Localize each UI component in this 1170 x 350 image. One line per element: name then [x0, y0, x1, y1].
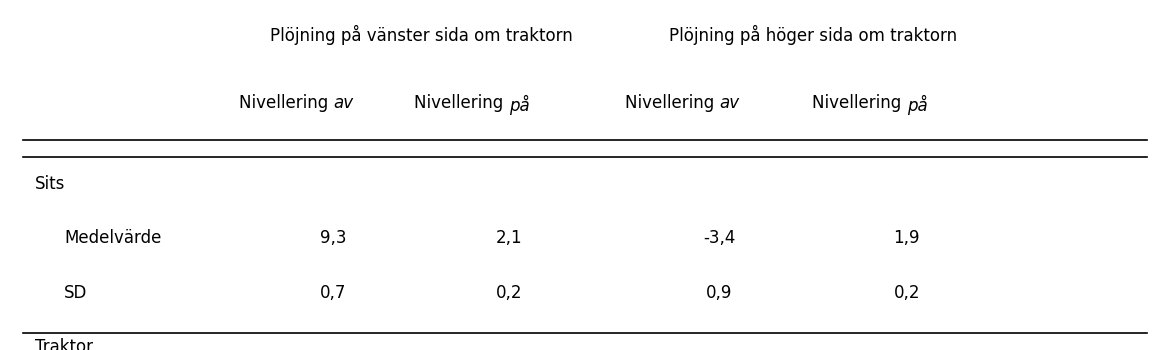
Text: Nivellering: Nivellering [239, 94, 333, 112]
Text: på: på [907, 94, 928, 114]
Text: Nivellering: Nivellering [812, 94, 907, 112]
Text: 2,1: 2,1 [496, 229, 522, 247]
Text: Traktor: Traktor [35, 338, 94, 350]
Text: 9,3: 9,3 [321, 229, 346, 247]
Text: Nivellering: Nivellering [414, 94, 509, 112]
Text: Plöjning på vänster sida om traktorn: Plöjning på vänster sida om traktorn [270, 25, 572, 44]
Text: 0,2: 0,2 [894, 284, 920, 301]
Text: Medelvärde: Medelvärde [64, 229, 161, 247]
Text: på: på [509, 94, 530, 114]
Text: av: av [333, 94, 353, 112]
Text: 1,9: 1,9 [894, 229, 920, 247]
Text: av: av [720, 94, 739, 112]
Text: Plöjning på höger sida om traktorn: Plöjning på höger sida om traktorn [669, 25, 957, 44]
Text: Nivellering: Nivellering [625, 94, 720, 112]
Text: 0,2: 0,2 [496, 284, 522, 301]
Text: 0,9: 0,9 [707, 284, 732, 301]
Text: -3,4: -3,4 [703, 229, 736, 247]
Text: 0,7: 0,7 [321, 284, 346, 301]
Text: SD: SD [64, 284, 88, 301]
Text: Sits: Sits [35, 175, 66, 193]
